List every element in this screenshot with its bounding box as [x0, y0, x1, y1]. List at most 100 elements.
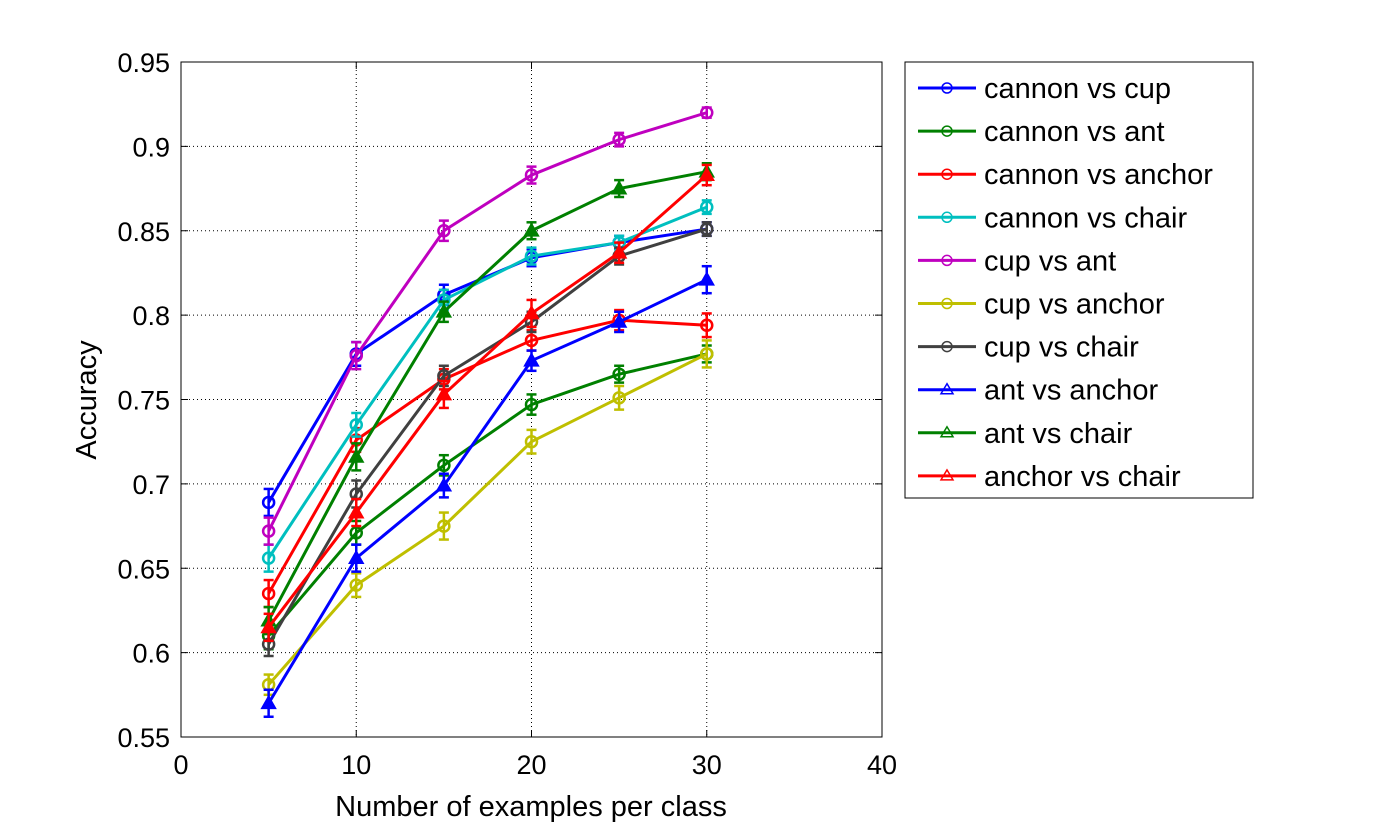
data-point	[524, 434, 539, 449]
x-axis-label: Number of examples per class	[335, 791, 727, 823]
legend-label: ant vs chair	[984, 418, 1133, 450]
series-line	[267, 352, 708, 637]
legend-label: cannon vs ant	[984, 116, 1165, 148]
series-4	[261, 105, 714, 546]
series-line	[267, 111, 708, 532]
axis-ticks	[180, 61, 883, 738]
series-line	[267, 278, 708, 705]
y-tick-label: 0.55	[117, 723, 170, 753]
legend-entry: cannon vs cup	[918, 73, 1171, 105]
x-tick-label: 40	[867, 750, 897, 780]
data-point	[700, 347, 714, 361]
series-line	[267, 205, 708, 559]
data-point	[612, 367, 626, 381]
legend-entry: cannon vs anchor	[918, 159, 1213, 191]
data-point	[612, 391, 626, 405]
data-point	[698, 166, 715, 181]
data-point	[524, 333, 539, 348]
legend-label: cannon vs chair	[984, 202, 1187, 234]
legend-entry: anchor vs chair	[918, 461, 1181, 493]
data-point	[524, 168, 539, 182]
legend-marker	[939, 425, 955, 438]
data-point	[612, 132, 626, 147]
legend-marker	[941, 82, 953, 94]
y-tick-label: 0.9	[132, 132, 170, 162]
legend: cannon vs cup cannon vs ant cannon vs anch…	[904, 61, 1254, 499]
data-point	[435, 385, 453, 401]
series-layer	[260, 105, 715, 718]
data-point	[348, 504, 365, 519]
y-tick-label: 0.85	[117, 217, 170, 247]
data-point	[700, 200, 714, 214]
data-point	[348, 549, 365, 564]
series-8	[260, 162, 715, 636]
tick-labels: 0 10 20 30 40 0.55 0.6 0.65 0.7 0.75 0.8 0.85 0.9 0.9…	[117, 48, 897, 780]
y-tick-label: 0.95	[117, 48, 170, 78]
legend-entry: ant vs chair	[918, 418, 1133, 450]
data-point	[524, 397, 539, 412]
data-point	[437, 224, 451, 238]
legend-entry: cup vs anchor	[918, 289, 1165, 321]
legend-label: anchor vs chair	[984, 461, 1181, 493]
legend-marker	[941, 125, 953, 137]
y-tick-label: 0.75	[117, 386, 170, 416]
legend-label: cannon vs cup	[984, 73, 1171, 105]
data-point	[261, 586, 276, 601]
data-point	[610, 244, 628, 259]
data-point	[260, 618, 277, 634]
data-point	[700, 105, 714, 120]
legend-marker	[941, 297, 953, 310]
series-line	[267, 352, 708, 686]
legend-label: cup vs ant	[984, 245, 1116, 277]
data-point	[437, 458, 451, 473]
data-point	[261, 495, 276, 510]
y-tick-label: 0.7	[132, 470, 170, 500]
series-line	[267, 173, 708, 629]
legend-box	[904, 61, 1254, 499]
data-point	[435, 303, 453, 318]
data-point	[261, 551, 276, 565]
data-point	[523, 304, 540, 320]
legend-marker	[941, 211, 953, 224]
series-line	[267, 227, 708, 645]
data-point	[435, 477, 453, 492]
x-tick-label: 10	[341, 750, 371, 780]
data-point	[700, 222, 714, 236]
y-tick-label: 0.6	[132, 639, 170, 669]
data-point	[349, 348, 363, 363]
legend-entry: cannon vs chair	[918, 202, 1187, 234]
data-point	[610, 313, 628, 328]
series-9	[260, 163, 715, 643]
data-point	[523, 352, 540, 367]
legend-marker	[941, 340, 953, 353]
data-point	[349, 578, 363, 592]
series-line	[267, 318, 707, 595]
legend-label: cannon vs anchor	[984, 159, 1213, 191]
legend-entry: cup vs ant	[918, 245, 1116, 277]
legend-label: cup vs anchor	[984, 289, 1165, 321]
y-tick-label: 0.65	[117, 554, 170, 584]
x-tick-label: 20	[516, 750, 546, 780]
plot-area	[180, 61, 883, 738]
legend-label: cup vs chair	[984, 332, 1139, 364]
legend-marker	[939, 468, 955, 481]
data-point	[700, 318, 714, 332]
data-point	[523, 222, 540, 237]
data-point	[610, 180, 628, 195]
y-axis-label: Accuracy	[71, 340, 103, 460]
legend-entry: ant vs anchor	[918, 375, 1158, 407]
y-tick-label: 0.8	[132, 301, 170, 331]
data-point	[437, 519, 451, 533]
data-point	[349, 418, 363, 432]
series-line	[267, 170, 708, 622]
legend-label: ant vs anchor	[984, 375, 1158, 407]
data-point	[524, 249, 539, 263]
data-point	[261, 524, 276, 538]
x-tick-label: 0	[173, 750, 188, 780]
legend-entry: cannon vs ant	[918, 116, 1165, 148]
legend-marker	[939, 382, 955, 395]
x-tick-label: 30	[692, 750, 722, 780]
legend-entry: cup vs chair	[918, 332, 1139, 364]
data-point	[698, 271, 715, 286]
